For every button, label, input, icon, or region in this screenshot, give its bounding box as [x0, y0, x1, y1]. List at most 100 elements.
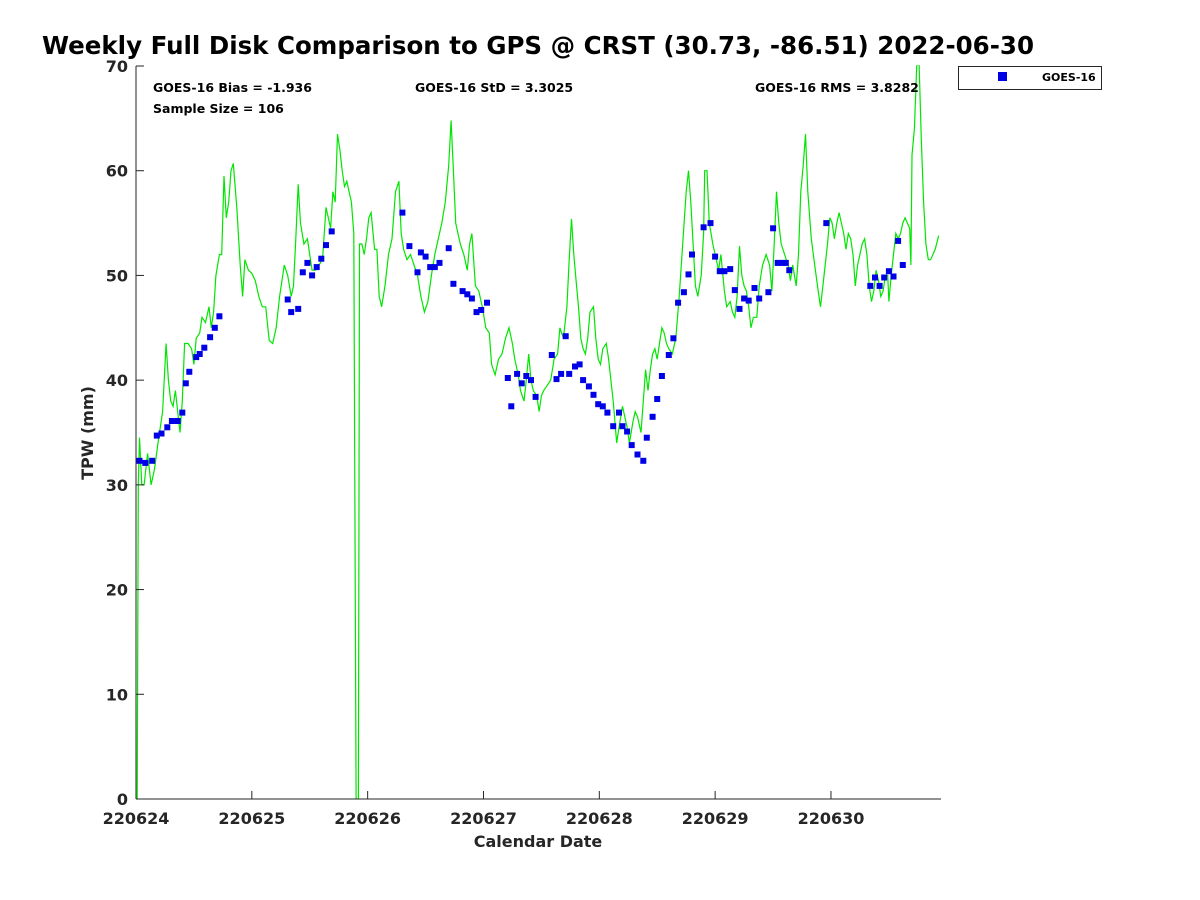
goes-16-point [417, 249, 424, 256]
goes-16-point [422, 253, 429, 260]
goes-16-point [786, 267, 793, 274]
goes-16-point [670, 335, 677, 342]
goes-16-point [450, 280, 457, 287]
goes-16-point [523, 373, 530, 379]
goes-16-point [665, 352, 672, 358]
goes-16-point [309, 272, 316, 279]
goes-16-point [518, 380, 525, 387]
goes-16-point [459, 288, 466, 295]
goes-16-point [712, 253, 719, 260]
goes-16-point [675, 299, 682, 306]
goes-16-point [707, 220, 714, 227]
goes-16-point [658, 373, 665, 379]
goes-16-point [149, 457, 156, 464]
x-tick-label: 220629 [682, 809, 749, 828]
y-tick-label: 50 [106, 266, 128, 285]
goes-16-point [885, 268, 892, 275]
goes-16-point [782, 259, 789, 266]
goes-16-point [680, 289, 687, 296]
goes-16-point [193, 354, 200, 361]
goes-16-point [196, 351, 203, 357]
goes-16-point [295, 305, 302, 312]
goes-16-point [558, 370, 565, 377]
goes-16-point [179, 409, 186, 416]
gps-series [136, 65, 940, 799]
goes-16-point [881, 274, 888, 281]
goes-16-point [464, 291, 471, 298]
goes-16-point [468, 295, 475, 302]
goes-16-point [186, 368, 193, 375]
goes-16-point [599, 403, 606, 410]
goes-16-point [427, 264, 434, 271]
goes-16-point [514, 370, 521, 377]
y-tick-label: 40 [106, 371, 128, 390]
goes-16-point [158, 430, 165, 437]
goes-16-point [431, 264, 438, 271]
legend-box [958, 66, 1102, 90]
goes-16-point [770, 225, 777, 232]
rms-stat: GOES-16 RMS = 3.8282 [755, 80, 919, 95]
goes-16-point [182, 380, 189, 387]
goes-16-point [616, 409, 622, 416]
goes-16-point [867, 282, 874, 289]
goes-16-point [216, 313, 223, 320]
goes-16-point [318, 255, 325, 262]
goes-16-point [756, 295, 763, 302]
goes-16-point [895, 237, 902, 244]
y-tick-label: 20 [106, 581, 128, 600]
goes-16-point [899, 262, 906, 268]
goes-16-point [299, 269, 306, 276]
goes-16-point [508, 403, 515, 410]
y-tick-label: 0 [117, 790, 128, 809]
goes-16-point [890, 273, 897, 280]
legend-marker [998, 72, 1007, 81]
goes-16-point [328, 228, 335, 235]
goes-16-point [727, 266, 734, 273]
goes-16-point [288, 309, 295, 316]
goes-16-point [576, 361, 583, 368]
axes [135, 66, 941, 800]
y-tick-label: 30 [106, 476, 128, 495]
goes-16-point [610, 423, 617, 430]
goes-16-point [731, 287, 738, 294]
goes-16-point [580, 377, 587, 384]
bias-stat: GOES-16 Bias = -1.936 [153, 80, 312, 95]
y-tick-label: 10 [106, 685, 128, 704]
goes-16-point [504, 375, 511, 381]
goes-16-point [823, 220, 830, 227]
goes-16-point [595, 401, 602, 408]
goes-16-point [174, 418, 181, 424]
goes-16-point [876, 282, 883, 289]
goes-16-point [590, 391, 597, 398]
goes-16-point [201, 344, 208, 351]
std-stat: GOES-16 StD = 3.3025 [415, 80, 573, 95]
goes-16-point [779, 259, 786, 266]
x-tick-label: 220630 [798, 809, 865, 828]
sample-size-stat: Sample Size = 106 [153, 101, 284, 116]
goes-16-point [741, 295, 748, 302]
goes-16-point [566, 370, 573, 377]
goes-16-point [572, 363, 578, 370]
goes-16-point [689, 251, 695, 258]
x-axis-label: Calendar Date [474, 832, 603, 851]
goes-16-point [406, 243, 413, 250]
goes-16-point [136, 457, 143, 464]
goes-16-point [774, 259, 781, 266]
goes-16-point [142, 459, 149, 466]
goes-16-point [313, 264, 320, 271]
goes-16-point [473, 309, 480, 316]
goes-16-point [484, 299, 490, 306]
x-tick-label: 220624 [103, 809, 170, 828]
goes-16-point [211, 324, 218, 331]
goes-16-point [716, 268, 723, 275]
chart-title: Weekly Full Disk Comparison to GPS @ CRS… [42, 31, 1034, 60]
goes-16-point [207, 334, 214, 341]
goes-16-point [643, 434, 650, 441]
goes-16-point [168, 418, 175, 424]
goes-16-point [628, 442, 635, 449]
goes-16-point [872, 274, 878, 281]
goes-16-point [445, 245, 452, 252]
goes-16-point [562, 333, 569, 340]
tick-marks [135, 65, 832, 800]
goes-16-point [765, 289, 772, 296]
